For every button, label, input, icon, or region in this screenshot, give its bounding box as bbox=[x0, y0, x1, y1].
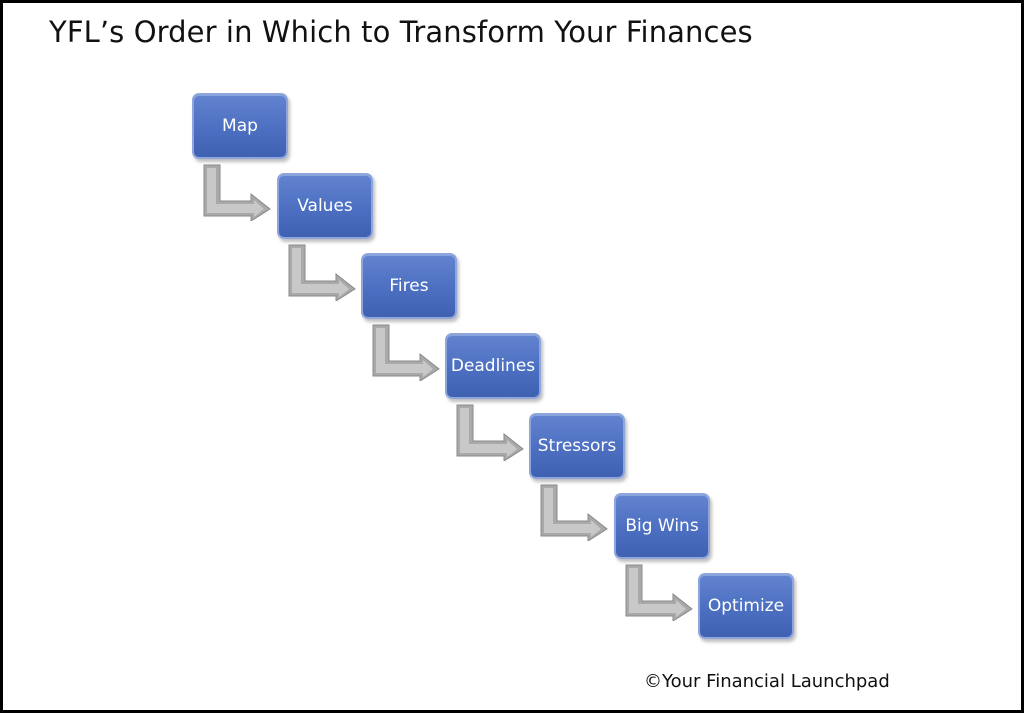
elbow-arrow-icon bbox=[625, 564, 693, 621]
elbow-arrow-icon bbox=[540, 484, 608, 541]
elbow-arrow-icon bbox=[288, 244, 356, 301]
elbow-arrow-icon bbox=[456, 404, 524, 461]
step-label: Big Wins bbox=[625, 516, 699, 536]
step-box-deadlines: Deadlines bbox=[445, 333, 541, 399]
step-box-optimize: Optimize bbox=[698, 573, 794, 639]
elbow-arrow-icon bbox=[372, 324, 440, 381]
step-label: Deadlines bbox=[450, 356, 536, 376]
step-label: Optimize bbox=[707, 596, 785, 616]
step-box-stressors: Stressors bbox=[529, 413, 625, 479]
step-box-map: Map bbox=[192, 93, 288, 159]
elbow-arrow-icon bbox=[203, 164, 271, 221]
page-title: YFL’s Order in Which to Transform Your F… bbox=[49, 15, 753, 49]
step-label: Map bbox=[222, 116, 258, 136]
step-label: Stressors bbox=[537, 436, 617, 456]
copyright-notice: ©Your Financial Launchpad bbox=[644, 671, 890, 692]
step-box-big-wins: Big Wins bbox=[614, 493, 710, 559]
step-box-values: Values bbox=[277, 173, 373, 239]
step-label: Values bbox=[297, 196, 353, 216]
step-label: Fires bbox=[389, 276, 429, 296]
step-box-fires: Fires bbox=[361, 253, 457, 319]
